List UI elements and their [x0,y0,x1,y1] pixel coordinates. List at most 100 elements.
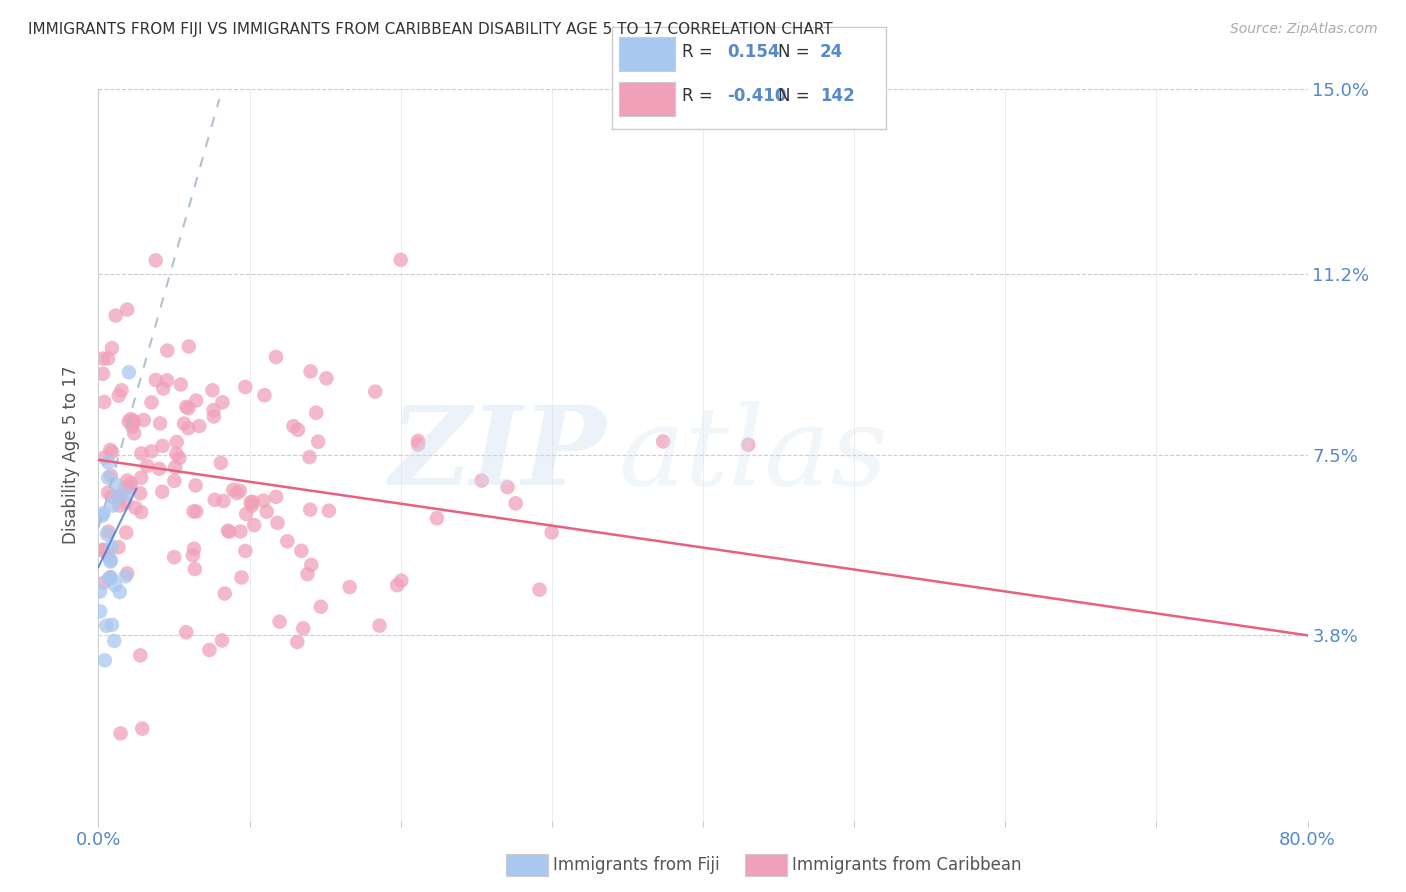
Point [97,471,120,485]
Point [115,487,138,501]
Point [131,722,153,736]
Point [100,553,122,567]
Point [152,439,174,453]
Text: R =: R = [682,87,718,105]
Point [652,434,675,449]
Point [285,635,308,649]
Point [229,524,252,539]
Point [124,500,146,515]
Text: 24: 24 [820,43,844,61]
Point [309,599,332,614]
Point [243,518,266,533]
Point [91,508,114,523]
Point [287,423,309,437]
Point [177,421,200,435]
Point [100,570,122,584]
Point [389,574,412,588]
Point [100,555,122,569]
Text: Source: ZipAtlas.com: Source: ZipAtlas.com [1230,22,1378,37]
Point [426,511,449,525]
Point [305,406,328,420]
Point [100,570,122,584]
Point [202,403,225,417]
Point [101,341,124,355]
Point [108,489,131,503]
Point [91,543,114,558]
Point [737,438,759,452]
Point [118,414,141,428]
Point [129,505,152,519]
Point [235,507,257,521]
Point [364,384,387,399]
Point [283,419,305,434]
Point [299,364,322,378]
Text: N =: N = [778,43,814,61]
Text: -0.410: -0.410 [727,87,786,105]
Point [173,417,195,431]
Point [103,634,125,648]
Point [163,474,186,488]
Point [529,582,551,597]
Point [186,504,208,518]
Point [148,462,170,476]
Point [97,524,120,539]
Point [108,585,131,599]
Text: ZIP: ZIP [389,401,606,508]
Point [129,486,152,500]
Point [105,491,128,505]
Point [132,413,155,427]
Point [120,481,142,495]
Point [152,382,174,396]
Point [214,586,236,600]
Point [120,412,142,426]
Point [204,492,226,507]
Point [129,648,152,663]
Point [91,367,114,381]
Point [211,395,233,409]
Point [298,450,321,464]
Point [385,578,408,592]
Point [235,544,257,558]
Point [136,458,159,473]
Point [174,625,197,640]
Point [131,446,153,460]
Point [183,504,205,518]
Point [201,384,224,398]
Point [122,416,145,430]
Point [97,485,120,500]
Point [107,389,129,403]
Point [165,460,187,475]
Point [177,339,200,353]
Point [292,621,315,635]
Point [269,615,291,629]
Point [177,401,200,416]
Point [114,569,136,583]
Point [98,442,121,457]
Point [188,419,211,434]
Point [104,491,127,505]
Point [94,653,117,667]
Point [100,490,122,504]
Text: IMMIGRANTS FROM FIJI VS IMMIGRANTS FROM CARIBBEAN DISABILITY AGE 5 TO 17 CORRELA: IMMIGRANTS FROM FIJI VS IMMIGRANTS FROM … [28,22,832,37]
Point [108,499,131,513]
Point [217,524,239,538]
Point [339,580,361,594]
Point [115,302,138,317]
Point [93,575,115,590]
Point [107,540,129,554]
Point [252,493,274,508]
Point [110,383,132,397]
Point [96,618,118,632]
Point [122,414,145,428]
Point [174,400,197,414]
Point [505,496,527,510]
Point [209,456,232,470]
Point [156,373,179,387]
Point [389,252,412,267]
Point [181,549,204,563]
Point [169,450,191,465]
Point [110,726,132,740]
Point [121,419,143,434]
Point [471,474,494,488]
Text: atlas: atlas [619,401,889,508]
